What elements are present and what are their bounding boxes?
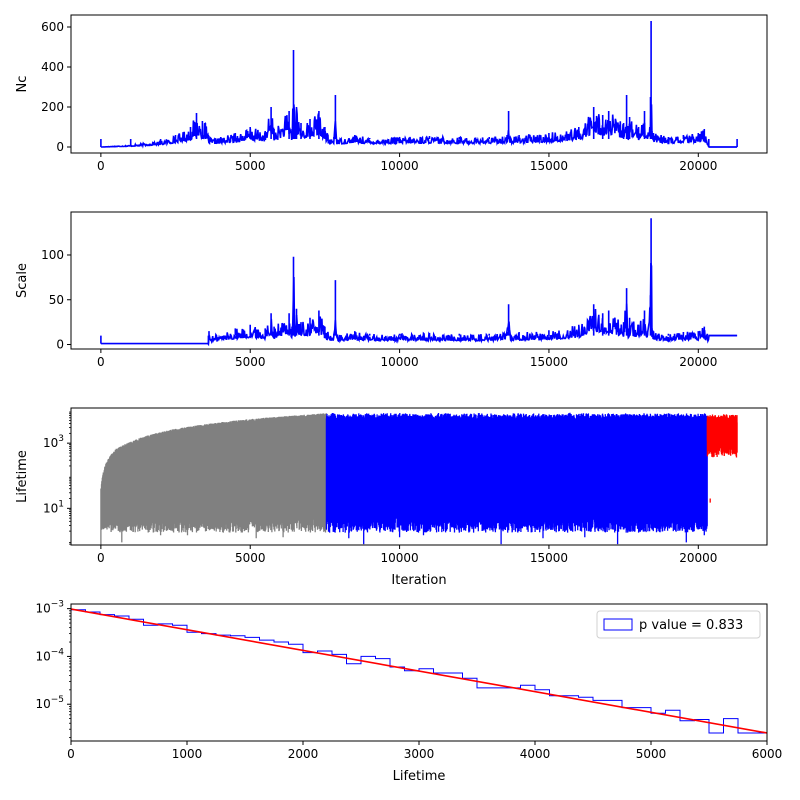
histogram-steps	[71, 609, 767, 741]
y-tick-label: 10−3	[35, 600, 64, 616]
series-line	[100, 104, 737, 149]
x-tick-label: 6000	[752, 747, 783, 761]
x-tick-label: 20000	[679, 551, 717, 565]
x-tick-label: 0	[97, 355, 105, 369]
plot-frame	[70, 407, 768, 546]
series-lifetime-0	[100, 413, 327, 545]
x-tick-label: 1000	[172, 747, 203, 761]
chart-lifetime-hist: p value = 0.833 0 1000 2000 3000 4000 5000 6000…	[35, 600, 782, 784]
x-tick-label: 0	[97, 551, 105, 565]
series-lifetime-1	[325, 412, 708, 545]
series-peaks	[100, 21, 738, 147]
legend-swatch	[603, 618, 633, 631]
y-tick-label: 600	[41, 20, 64, 34]
y-tick-label: 400	[41, 60, 64, 74]
y-axis-label: Scale	[15, 263, 30, 298]
x-tick-label: 5000	[235, 355, 266, 369]
y-axis-label: Nc	[15, 76, 30, 93]
plot-frame	[70, 14, 768, 154]
x-tick-label: 15000	[530, 159, 568, 173]
fit-line	[71, 608, 767, 734]
x-tick-label: 20000	[679, 159, 717, 173]
x-tick-label: 5000	[235, 551, 266, 565]
chart-lifetime: 0 5000 10000 15000 20000 101 103 Lifetime Iterat…	[15, 407, 768, 588]
x-axis-label: Lifetime	[393, 769, 446, 784]
x-tick-label: 0	[67, 747, 75, 761]
x-tick-label: 5000	[235, 159, 266, 173]
x-tick-label: 15000	[530, 355, 568, 369]
y-tick-label: 103	[43, 434, 64, 450]
x-tick-label: 20000	[679, 355, 717, 369]
y-tick-label: 10−5	[35, 695, 64, 711]
legend-box	[596, 610, 761, 639]
x-tick-label: 15000	[530, 551, 568, 565]
y-axis-label: Lifetime	[15, 450, 30, 503]
y-tick-label: 50	[49, 293, 64, 307]
x-tick-label: 10000	[380, 159, 418, 173]
y-tick-label: 100	[41, 248, 64, 262]
y-tick-label: 10−4	[35, 647, 64, 663]
series-lifetime-2	[706, 414, 738, 503]
x-tick-label: 4000	[520, 747, 551, 761]
x-tick-label: 3000	[404, 747, 435, 761]
series-line	[100, 262, 737, 347]
y-tick-label: 0	[56, 338, 64, 352]
x-tick-label: 2000	[288, 747, 319, 761]
x-tick-label: 0	[97, 159, 105, 173]
y-tick-label: 0	[56, 140, 64, 154]
legend: p value = 0.833	[596, 610, 761, 639]
x-tick-label: 5000	[636, 747, 667, 761]
series-peaks	[100, 218, 709, 344]
y-tick-label: 101	[43, 499, 64, 515]
y-tick-label: 200	[41, 100, 64, 114]
x-axis-label: Iteration	[391, 573, 446, 588]
plot-frame	[70, 211, 768, 350]
x-tick-label: 10000	[380, 355, 418, 369]
x-tick-label: 10000	[380, 551, 418, 565]
chart-scale: 0 5000 10000 15000 20000 0 50 100 Scale	[15, 211, 768, 369]
legend-label: p value = 0.833	[639, 618, 743, 633]
chart-nc: 0 5000 10000 15000 20000 0 200 400 600 Nc	[15, 14, 768, 173]
